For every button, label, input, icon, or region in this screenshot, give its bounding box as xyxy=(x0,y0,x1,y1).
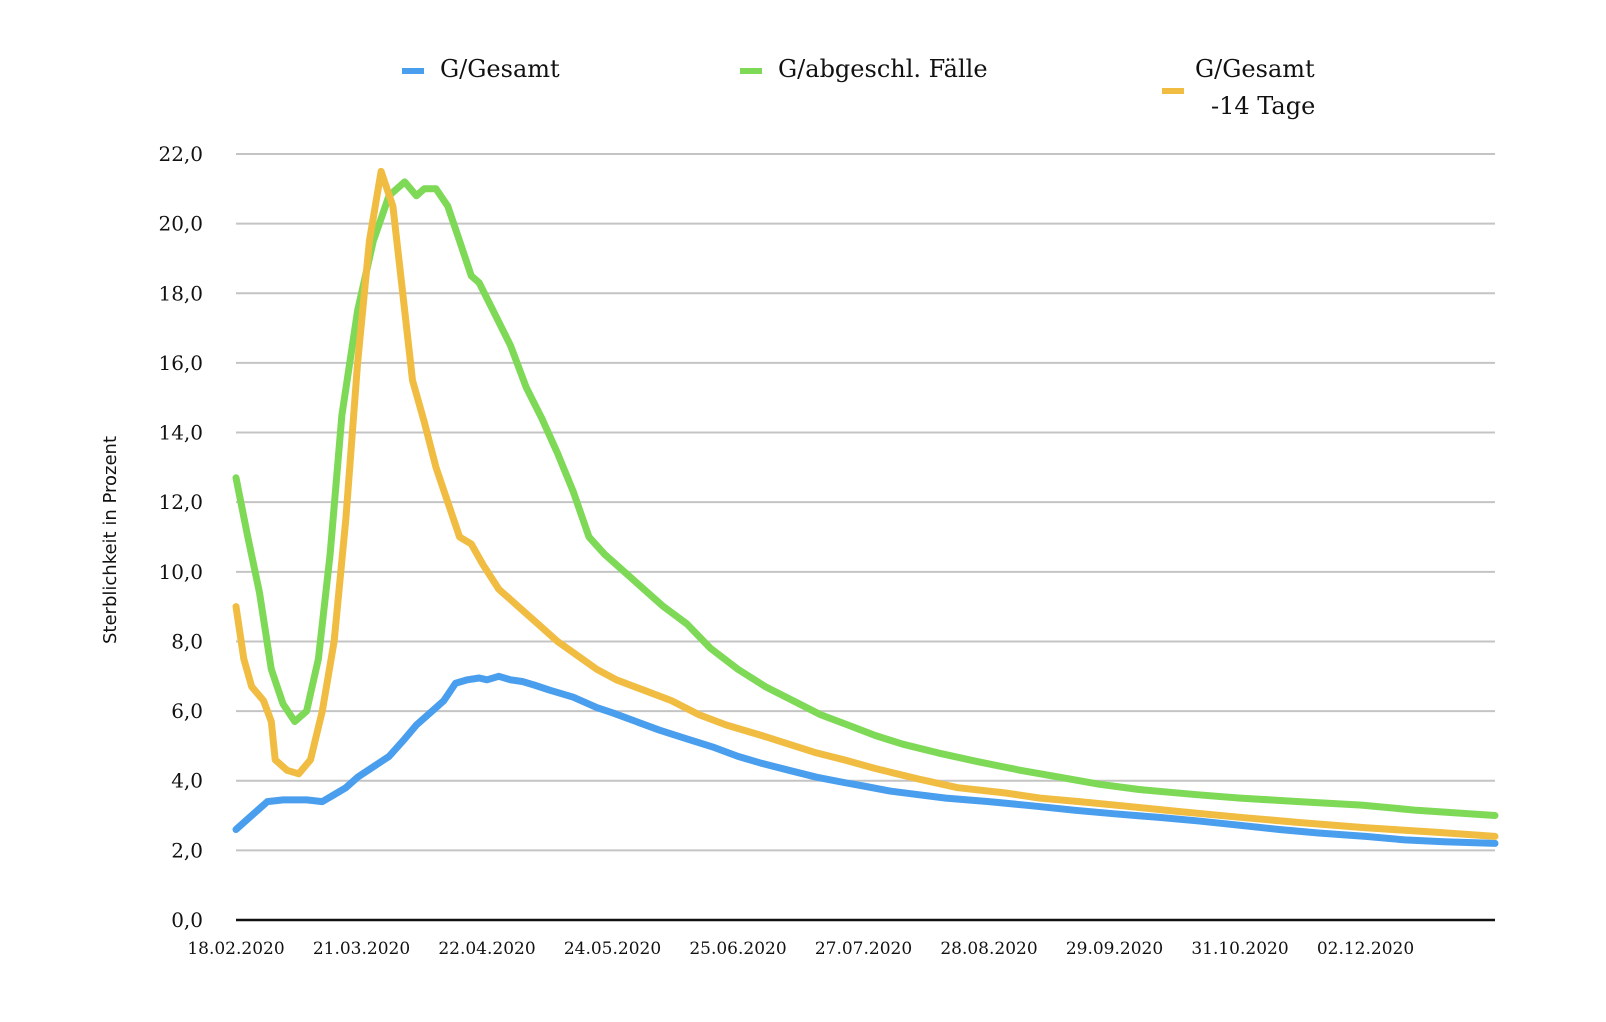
y-axis-title: Sterblichkeit in Prozent xyxy=(100,436,121,644)
y-axis-ticks: 0,0 2,0 4,0 6,0 8,0 10,0 12,0 14,0 16,0 18,0 20,0 2… xyxy=(158,142,203,932)
y-tick-label: 8,0 xyxy=(171,629,203,653)
x-axis-ticks: 18.02.2020 21.03.2020 22.04.2020 24.05.2020… xyxy=(187,939,1414,959)
y-tick-label: 22,0 xyxy=(158,142,203,166)
series-line-1 xyxy=(232,672,1499,847)
legend-label: G/Gesamt -14 Tage xyxy=(1195,55,1315,120)
x-tick-label: 18.02.2020 xyxy=(187,939,284,959)
y-tick-label: 2,0 xyxy=(171,838,203,862)
series-line-3 xyxy=(232,167,1499,840)
x-tick-label: 27.07.2020 xyxy=(815,939,912,959)
x-tick-label: 02.12.2020 xyxy=(1317,939,1414,959)
y-tick-label: 12,0 xyxy=(158,490,203,514)
x-tick-label: 25.06.2020 xyxy=(689,939,786,959)
x-tick-label: 24.05.2020 xyxy=(564,939,661,959)
y-tick-label: 14,0 xyxy=(158,421,203,445)
series-lines xyxy=(232,167,1499,847)
legend: G/Gesamt G/abgeschl. Fälle G/Gesamt -14 Tag… xyxy=(402,55,1315,120)
x-tick-label: 22.04.2020 xyxy=(438,939,535,959)
y-tick-label: 18,0 xyxy=(158,281,203,305)
x-tick-label: 31.10.2020 xyxy=(1191,939,1288,959)
y-tick-label: 0,0 xyxy=(171,908,203,932)
y-tick-label: 10,0 xyxy=(158,560,203,584)
x-tick-label: 29.09.2020 xyxy=(1066,939,1163,959)
x-tick-label: 28.08.2020 xyxy=(940,939,1037,959)
y-tick-label: 20,0 xyxy=(158,212,203,236)
y-tick-label: 16,0 xyxy=(158,351,203,375)
legend-label: G/abgeschl. Fälle xyxy=(778,55,988,83)
gridlines xyxy=(236,153,1495,852)
x-tick-label: 21.03.2020 xyxy=(313,939,410,959)
legend-label: G/Gesamt xyxy=(440,55,560,83)
y-tick-label: 4,0 xyxy=(171,769,203,793)
series-line-2 xyxy=(232,178,1499,819)
y-tick-label: 6,0 xyxy=(171,699,203,723)
